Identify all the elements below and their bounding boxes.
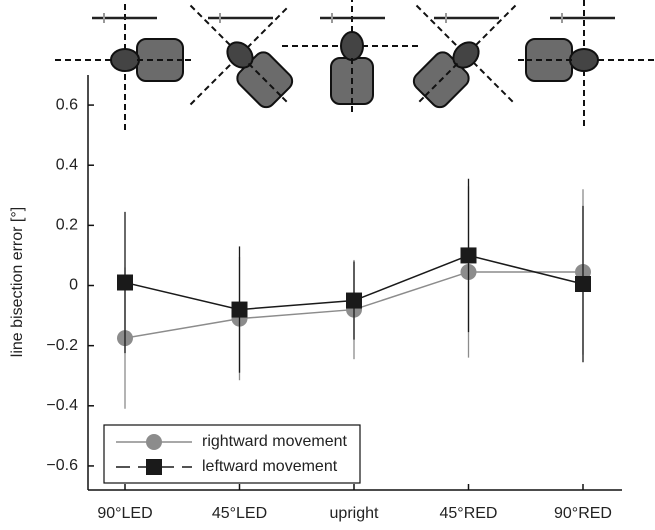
x-tick-label: upright (330, 505, 379, 522)
y-tick-label: 0 (69, 277, 78, 294)
data-point (231, 301, 248, 318)
y-tick-label: −0.6 (46, 457, 78, 474)
y-tick-label: −0.4 (46, 397, 78, 414)
data-point (117, 274, 133, 291)
legend-marker (146, 459, 162, 475)
data-point (460, 247, 477, 264)
y-axis-label: line bisection error [°] (9, 207, 26, 357)
reference-marks (103, 13, 563, 23)
y-tick-label: −0.2 (46, 337, 78, 354)
data-point (346, 292, 362, 309)
y-tick-label: 0.6 (56, 96, 78, 113)
legend-marker (146, 434, 162, 450)
legend-label: leftward movement (202, 458, 338, 475)
y-tick-label: 0.2 (56, 217, 78, 234)
y-tick-label: 0.4 (56, 156, 78, 173)
x-tick-label: 90°LED (97, 505, 152, 522)
x-tick-label: 45°RED (440, 505, 498, 522)
x-tick-label: 45°LED (212, 505, 267, 522)
legend-label: rightward movement (202, 433, 348, 450)
posture-icons (54, 0, 655, 155)
posture-icon (513, 0, 655, 131)
x-tick-label: 90°RED (554, 505, 612, 522)
data-point (575, 276, 591, 293)
